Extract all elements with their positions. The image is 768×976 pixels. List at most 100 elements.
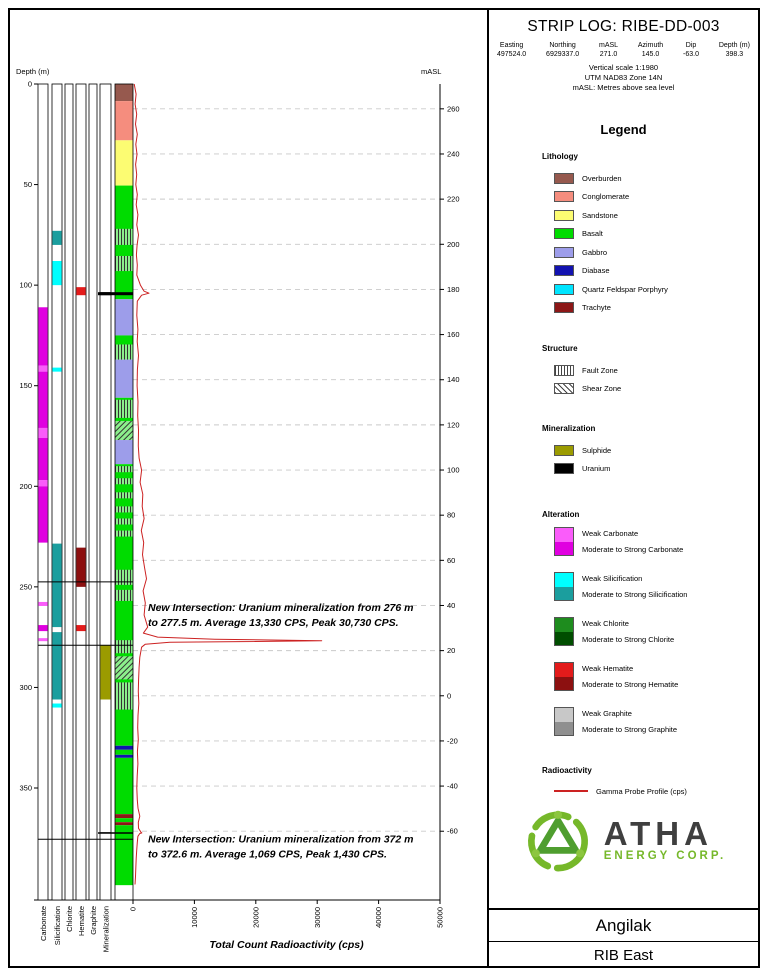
- lithology-interval: [115, 818, 133, 823]
- legend-item: Weak Hematite Moderate to Strong Hematite: [554, 662, 758, 691]
- strip-log-chart-area: 260 240 220 200 180 160 140 120 100 80 60 40 20 0 -20-…: [10, 10, 487, 966]
- scale-note: UTM NAD83 Zone 14N: [584, 73, 663, 82]
- legend-item: Basalt: [554, 225, 758, 244]
- track-interval: [38, 427, 48, 439]
- annotation-line: to 372.6 m. Average 1,069 CPS, Peak 1,43…: [148, 848, 387, 860]
- masl-tick-label: 0: [447, 691, 451, 700]
- masl-tick-label: 80: [447, 511, 455, 520]
- legend-item: Sandstone: [554, 206, 758, 225]
- alteration-labels: Weak Graphite Moderate to Strong Graphite: [582, 707, 677, 736]
- legend-item-label: Overburden: [582, 173, 622, 183]
- alteration-labels: Weak Carbonate Moderate to Strong Carbona…: [582, 527, 683, 556]
- masl-tick-label: 180: [447, 285, 460, 294]
- atha-logo-text: ATHA ENERGY CORP.: [603, 817, 727, 862]
- track-interval: [100, 645, 111, 700]
- title-block: Angilak RIB East: [489, 908, 758, 966]
- legend-item: Weak Graphite Moderate to Strong Graphite: [554, 707, 758, 736]
- legend-item-label: Sandstone: [582, 210, 618, 220]
- legend-item: Weak Silicification Moderate to Strong Si…: [554, 572, 758, 601]
- legend-item: Conglomerate: [554, 188, 758, 207]
- cps-tick-label: 10000: [190, 907, 199, 928]
- legend-section-mineralization: Mineralization Sulphide Uranium: [489, 424, 758, 478]
- header-field-label: Depth (m): [718, 42, 750, 49]
- alteration-labels: Weak Hematite Moderate to Strong Hematite: [582, 662, 678, 691]
- header-field: Depth (m) 398.3: [719, 41, 750, 59]
- lithology-legend-items: Overburden Conglomerate Sandstone Basalt Gab…: [489, 169, 758, 317]
- masl-tick-label: -20: [447, 736, 458, 745]
- mineralization-swatch: [554, 463, 574, 475]
- legend-item: Overburden: [554, 169, 758, 188]
- legend-item: Trachyte: [554, 299, 758, 318]
- strong-swatch-half: [555, 631, 573, 645]
- legend-section-alteration: Alteration Weak Carbonate Moderate to Str…: [489, 510, 758, 752]
- lithology-swatch: [554, 228, 574, 240]
- header-field-value: 497524.0: [497, 51, 527, 58]
- strong-label: Moderate to Strong Graphite: [582, 725, 678, 734]
- scale-notes: Vertical scale 1:1980 UTM NAD83 Zone 14N m…: [489, 63, 758, 93]
- structure-overlay: [115, 682, 133, 710]
- track-interval: [76, 625, 86, 632]
- structure-overlay: [115, 228, 133, 245]
- track-interval: [38, 365, 48, 372]
- structure-legend-items: Fault Zone Shear Zone: [489, 361, 758, 398]
- track-label: Hematite: [77, 906, 86, 936]
- lithology-column: [114, 83, 134, 901]
- scale-note: mASL: Metres above sea level: [572, 83, 675, 92]
- legend-item: Weak Carbonate Moderate to Strong Carbona…: [554, 527, 758, 556]
- track-interval: [38, 480, 48, 487]
- legend-item-label: Gamma Probe Profile (cps): [596, 786, 687, 796]
- masl-tick-label: 20: [447, 646, 455, 655]
- structure-overlay: [115, 640, 133, 654]
- masl-tick-label: 220: [447, 195, 460, 204]
- depth-tick-label: 250: [19, 582, 32, 591]
- weak-label: Weak Silicification: [582, 574, 643, 583]
- structure-overlay: [115, 420, 133, 441]
- project-name: Angilak: [595, 916, 652, 935]
- track-interval: [38, 371, 48, 428]
- masl-tick-label: 260: [447, 104, 460, 113]
- weak-label: Weak Graphite: [582, 709, 632, 718]
- structure-overlay: [115, 530, 133, 537]
- header-field-value: -63.0: [683, 51, 699, 58]
- title-block-divider: [489, 941, 758, 942]
- legend-title: Legend: [600, 122, 647, 137]
- strip-log-title: STRIP LOG: RIBE-DD-003: [527, 18, 720, 35]
- track-interval: [52, 703, 62, 708]
- structure-overlay: [115, 506, 133, 513]
- strong-label: Moderate to Strong Carbonate: [582, 545, 684, 554]
- lithology-swatch: [554, 209, 574, 221]
- legend-panel: STRIP LOG: RIBE-DD-003 Easting 497524.0 No…: [487, 10, 758, 966]
- track-interval: [52, 367, 62, 372]
- lithology-swatch: [554, 246, 574, 258]
- structure-overlay: [115, 478, 133, 485]
- track-label: Graphite: [89, 906, 98, 935]
- cps-tick-label: 20000: [251, 907, 260, 928]
- legend-section-title: Structure: [542, 344, 578, 353]
- track-box: [75, 83, 87, 901]
- legend-section-title: Alteration: [542, 510, 580, 519]
- strong-label: Moderate to Strong Hematite: [582, 680, 679, 689]
- lithology-swatch: [554, 283, 574, 295]
- track-box: [99, 83, 112, 901]
- atha-logo-subtitle: ENERGY CORP.: [603, 849, 727, 862]
- alteration-swatch: [554, 572, 574, 601]
- alteration-labels: Weak Silicification Moderate to Strong Si…: [582, 572, 687, 601]
- weak-label: Weak Carbonate: [582, 529, 639, 538]
- masl-tick-label: 40: [447, 601, 455, 610]
- legend-item-label: Quartz Feldspar Porphyry: [582, 284, 668, 294]
- legend-item-label: Sulphide: [582, 445, 612, 455]
- track-box: [64, 83, 74, 901]
- atha-logo-mark: [527, 810, 588, 872]
- structure-overlay: [115, 255, 133, 272]
- depth-tick-label: 100: [19, 281, 32, 290]
- track-interval: [52, 632, 62, 700]
- structure-overlay: [115, 466, 133, 473]
- depth-tick-label: 150: [19, 381, 32, 390]
- legend-item: Diabase: [554, 262, 758, 281]
- strong-label: Moderate to Strong Silicification: [582, 590, 688, 599]
- structure-overlay: [115, 589, 133, 601]
- track-interval: [38, 307, 48, 366]
- cps-axis-title: Total Count Radioactivity (cps): [209, 939, 364, 951]
- alteration-legend-items: Weak Carbonate Moderate to Strong Carbona…: [489, 527, 758, 736]
- legend-item-label: Trachyte: [582, 303, 611, 313]
